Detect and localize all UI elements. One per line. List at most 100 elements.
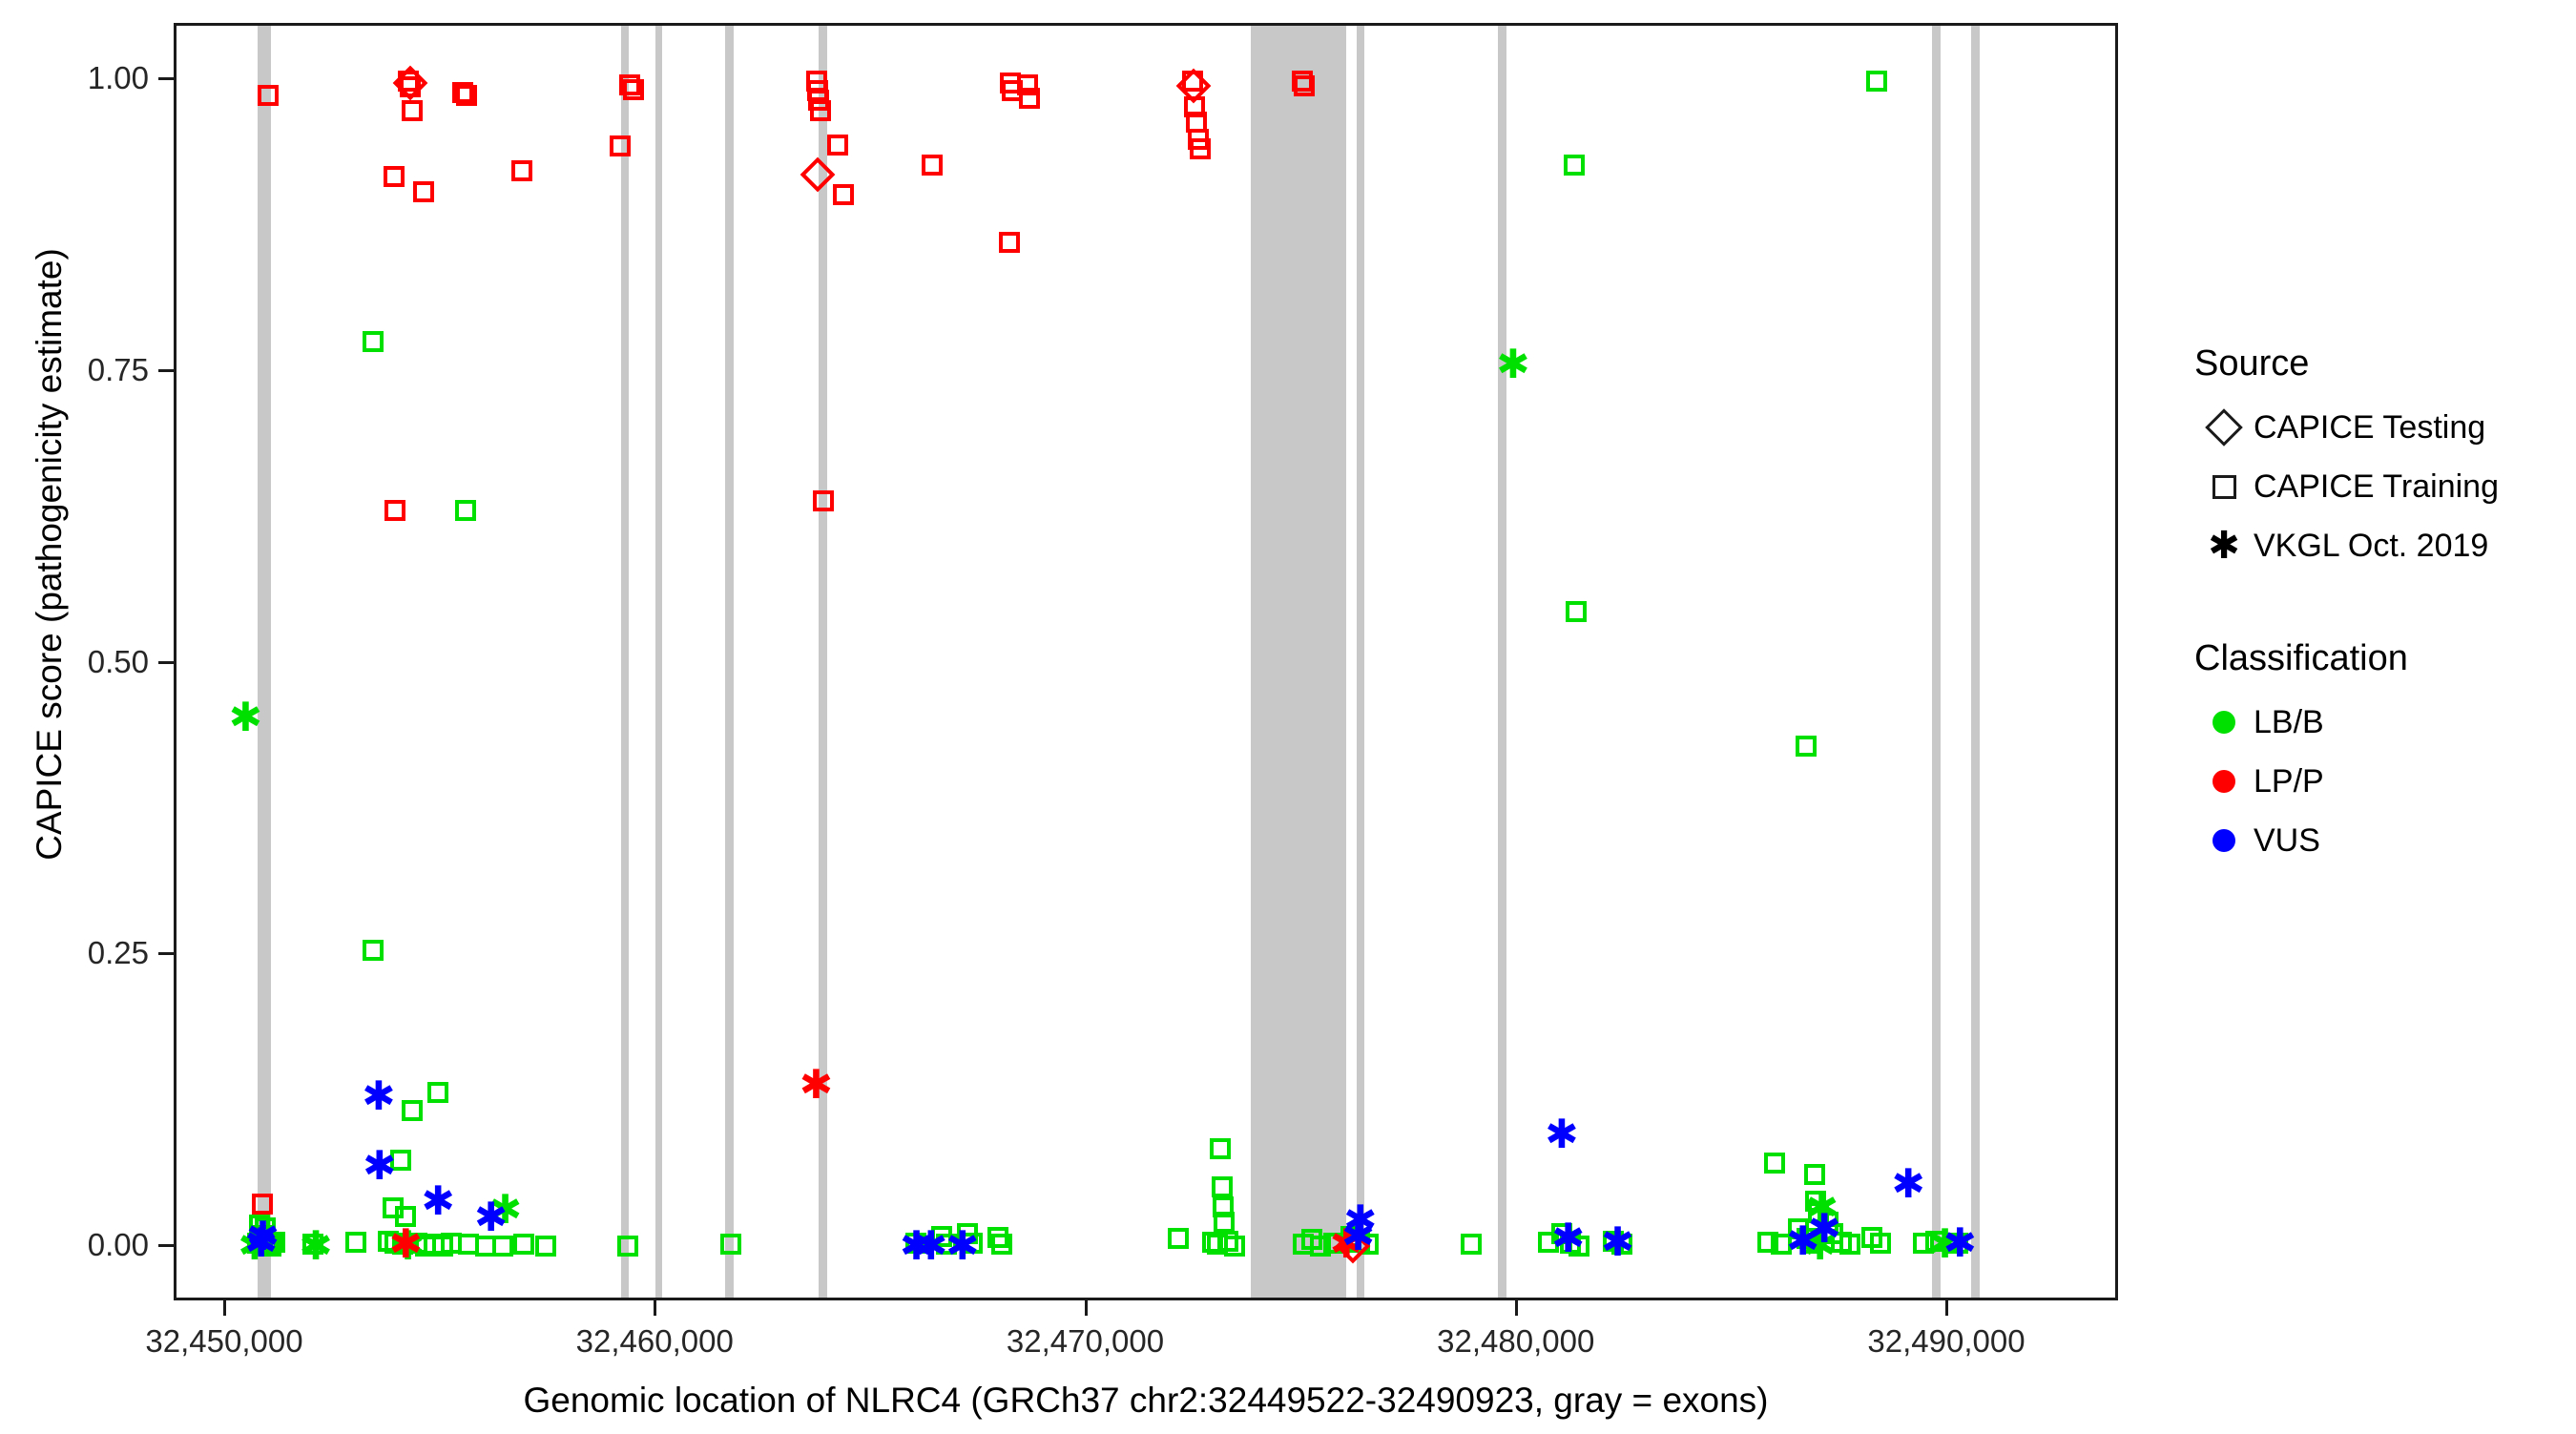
- data-point-square: [1807, 1202, 1829, 1224]
- data-point-asterisk: ✱: [1551, 1215, 1586, 1262]
- data-point-square: [1206, 1234, 1228, 1256]
- data-point-square: [457, 1234, 479, 1256]
- exon-band: [620, 26, 629, 1298]
- data-point-asterisk: ✱: [945, 1221, 980, 1269]
- legend-label: CAPICE Training: [2254, 468, 2499, 505]
- data-point-square: [1568, 1235, 1589, 1257]
- data-point-asterisk: ✱: [390, 1221, 426, 1269]
- x-axis-tick: [1945, 1300, 1948, 1316]
- data-point-square: [1217, 1230, 1239, 1252]
- legend-item-capice-training[interactable]: CAPICE Training: [2194, 457, 2557, 516]
- exon-band: [819, 26, 828, 1298]
- dot-icon: [2194, 811, 2254, 870]
- legend-item-lbb[interactable]: LB/B: [2194, 693, 2557, 752]
- data-point-square: [392, 1234, 414, 1256]
- legend-label: LB/B: [2254, 703, 2324, 740]
- exon-band: [1498, 26, 1507, 1298]
- diamond-icon: [2194, 398, 2254, 457]
- data-point-square: [395, 1205, 417, 1227]
- x-axis: Genomic location of NLRC4 (GRCh37 chr2:3…: [0, 1300, 2576, 1434]
- data-point-diamond: [1175, 68, 1212, 104]
- data-point-square: [999, 231, 1021, 253]
- x-axis-tick-label: 32,470,000: [1006, 1323, 1165, 1359]
- data-point-square: [491, 1235, 513, 1257]
- data-point-square: [389, 1150, 411, 1172]
- data-point-square: [1212, 1176, 1234, 1198]
- data-point-square: [1189, 137, 1211, 159]
- dot-icon: [2194, 752, 2254, 811]
- exon-band: [1356, 26, 1365, 1298]
- y-axis-tick: [158, 368, 174, 372]
- data-point-asterisk: ✱: [388, 1220, 423, 1268]
- data-point-square: [1788, 1218, 1810, 1240]
- exon-band: [257, 26, 272, 1298]
- legend-label: VUS: [2254, 821, 2320, 859]
- exon-band: [1932, 26, 1942, 1298]
- legend-title-source: Source: [2194, 343, 2310, 384]
- data-point-square: [987, 1226, 1008, 1248]
- data-point-square: [1947, 1233, 1969, 1255]
- data-point-square: [383, 166, 405, 188]
- y-axis-tick-label: 0.50: [87, 643, 149, 679]
- data-point-square: [1822, 1223, 1844, 1245]
- data-point-asterisk: ✱: [899, 1221, 934, 1269]
- data-point-square: [1186, 111, 1208, 133]
- data-point-square: [378, 1230, 400, 1252]
- data-point-square: [384, 500, 405, 522]
- data-point-square: [1611, 1234, 1633, 1256]
- data-point-square: [474, 1235, 496, 1257]
- data-point-square: [1757, 1231, 1779, 1253]
- data-point-asterisk: ✱: [914, 1221, 948, 1269]
- data-point-square: [833, 183, 855, 205]
- legend-label: VKGL Oct. 2019: [2254, 527, 2489, 564]
- legend-item-lpp[interactable]: LP/P: [2194, 752, 2557, 811]
- y-axis-tick: [158, 952, 174, 956]
- data-point-square: [1168, 1228, 1190, 1250]
- data-point-square: [826, 135, 848, 156]
- data-point-square: [534, 1235, 556, 1257]
- data-point-asterisk: ✱: [488, 1185, 523, 1233]
- legend-item-capice-testing[interactable]: CAPICE Testing: [2194, 398, 2557, 457]
- data-point-square: [345, 1231, 367, 1253]
- y-axis-tick-label: 0.00: [87, 1227, 149, 1262]
- legend: Source CAPICE Testing CAPICE Training ✱ …: [2194, 343, 2557, 870]
- data-point-asterisk: ✱: [799, 1060, 833, 1108]
- data-point-square: [513, 1234, 535, 1256]
- data-point-square: [1800, 1233, 1822, 1255]
- data-point-square: [363, 330, 384, 352]
- data-point-square: [1019, 88, 1041, 110]
- x-axis-tick: [654, 1300, 657, 1316]
- exon-band: [654, 26, 663, 1298]
- data-point-square: [431, 1235, 453, 1257]
- legend-item-vkgl[interactable]: ✱ VKGL Oct. 2019: [2194, 516, 2557, 575]
- exon-band: [1971, 26, 1980, 1298]
- data-point-square: [1184, 95, 1206, 117]
- data-point-square: [931, 1225, 953, 1247]
- data-point-square: [922, 155, 944, 177]
- data-point-square: [1869, 1233, 1891, 1255]
- data-point-square: [1763, 1152, 1785, 1174]
- y-axis: CAPICE score (pathogenicity estimate) 0.…: [0, 0, 174, 1336]
- plot-area: ✱ ✱ ✱ ✱ ✱ ✱ ✱ ✱ ✱ ✱ ✱ ✱ ✱ ✱ ✱ ✱ ✱ ✱ ✱ ✱ ✱ ✱ ✱ ✱ ✱ ✱ ✱ ✱ ✱ ✱: [177, 26, 2115, 1298]
- data-point-asterisk: ✱: [1804, 1184, 1839, 1232]
- data-point-asterisk: ✱: [1807, 1205, 1841, 1253]
- data-point-square: [1603, 1230, 1625, 1252]
- data-point-asterisk: ✱: [362, 1072, 396, 1119]
- data-point-square: [1188, 129, 1210, 151]
- data-point-square: [1202, 1231, 1224, 1253]
- data-point-square: [1213, 1196, 1235, 1218]
- asterisk-icon: ✱: [2208, 524, 2240, 568]
- data-point-square: [935, 1234, 957, 1256]
- y-axis-tick: [158, 77, 174, 80]
- data-point-square: [1804, 1163, 1826, 1185]
- y-axis-tick: [158, 660, 174, 664]
- data-point-square: [423, 1234, 445, 1256]
- legend-item-vus[interactable]: VUS: [2194, 811, 2557, 870]
- x-axis-tick-label: 32,480,000: [1437, 1323, 1595, 1359]
- data-point-square: [1214, 1212, 1236, 1234]
- legend-title-classification: Classification: [2194, 638, 2408, 678]
- data-point-square: [427, 1082, 449, 1104]
- data-point-square: [1866, 71, 1888, 92]
- data-point-square: [414, 1235, 436, 1257]
- data-point-square: [384, 1233, 405, 1255]
